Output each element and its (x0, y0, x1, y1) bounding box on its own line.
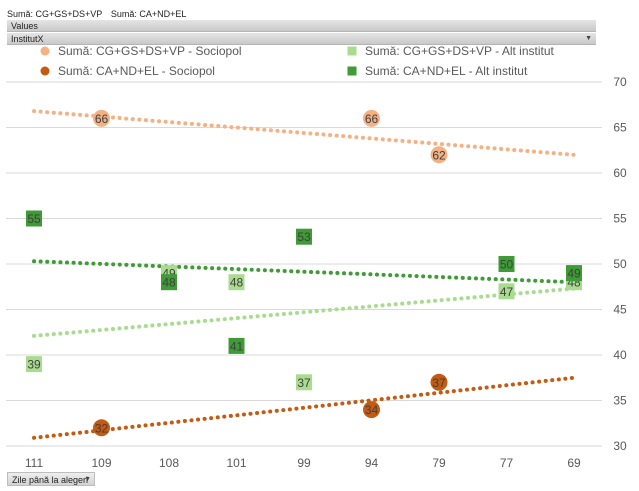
data-label: 66 (365, 112, 379, 126)
data-point (363, 109, 380, 127)
value-field-2[interactable]: Sumă: CA+ND+EL (110, 9, 187, 19)
dropdown-arrow-icon[interactable]: ▼ (84, 476, 91, 483)
value-field-1[interactable]: Sumă: CG+GS+DS+VP (7, 9, 103, 19)
x-tick-label: 109 (91, 456, 111, 470)
y-tick-label: 40 (613, 348, 627, 362)
values-label: Values (11, 21, 38, 31)
x-tick-label: 108 (159, 456, 179, 470)
trendline (32, 286, 576, 338)
legend-marker (40, 46, 50, 56)
x-tick-label: 101 (226, 456, 246, 470)
legend-entry: Sumă: CA+ND+EL - Alt institut (365, 64, 528, 78)
data-point (566, 265, 582, 282)
data-point (498, 256, 515, 272)
data-label: 55 (27, 212, 41, 226)
data-point (93, 109, 110, 127)
legend-marker (347, 66, 357, 76)
y-tick-label: 35 (613, 394, 627, 408)
trendline (32, 375, 576, 440)
data-label: 47 (500, 285, 514, 299)
data-label: 50 (500, 258, 514, 272)
data-label: 34 (365, 403, 379, 417)
y-tick-label: 65 (613, 121, 627, 135)
data-point (430, 146, 448, 164)
data-point (26, 356, 42, 373)
data-label: 37 (432, 376, 446, 390)
y-tick-label: 60 (613, 166, 627, 180)
x-tick-label: 69 (567, 456, 581, 470)
data-label: 62 (432, 148, 446, 162)
data-point (26, 210, 42, 227)
data-point (228, 274, 245, 291)
data-point (161, 274, 177, 291)
y-tick-label: 50 (613, 257, 627, 271)
data-point (296, 228, 312, 245)
data-point (228, 337, 245, 354)
legend-marker (40, 66, 50, 76)
data-label: 53 (297, 230, 311, 244)
legend-entry: Sumă: CG+GS+DS+VP - Alt institut (365, 44, 555, 58)
legend-field-button[interactable]: InstitutX ▼ (7, 33, 596, 45)
x-tick-label: 79 (432, 456, 446, 470)
legend-field-label: InstitutX (11, 34, 44, 44)
x-tick-label: 111 (25, 456, 44, 470)
values-field-list: Sumă: CG+GS+DS+VP Sumă: CA+ND+EL (0, 8, 639, 20)
axis-field-button[interactable]: Zile până la alegeri ▼ (7, 472, 95, 486)
axis-field-label: Zile până la alegeri (12, 475, 89, 485)
data-label: 49 (567, 267, 581, 281)
data-point (296, 374, 312, 391)
data-label: 41 (230, 339, 244, 353)
data-point (430, 373, 448, 391)
x-tick-label: 77 (500, 456, 514, 470)
y-tick-label: 45 (613, 303, 627, 317)
data-label: 32 (95, 421, 109, 435)
legend-marker (347, 46, 357, 56)
y-tick-label: 55 (613, 212, 627, 226)
data-point (498, 283, 515, 300)
legend-entry: Sumă: CA+ND+EL - Sociopol (58, 64, 215, 78)
y-tick-label: 30 (613, 439, 627, 453)
data-point (363, 401, 380, 419)
data-label: 48 (162, 276, 176, 290)
y-tick-label: 70 (613, 75, 627, 89)
legend-entry: Sumă: CG+GS+DS+VP - Sociopol (58, 44, 242, 58)
x-tick-label: 99 (297, 456, 311, 470)
data-label: 39 (27, 358, 41, 372)
data-point (93, 419, 110, 437)
trendline (32, 259, 576, 285)
data-label: 48 (230, 276, 244, 290)
x-tick-label: 94 (365, 456, 379, 470)
data-label: 37 (297, 376, 311, 390)
trendline (32, 109, 576, 157)
values-field-button[interactable]: Values (7, 20, 596, 32)
dropdown-arrow-icon[interactable]: ▼ (585, 35, 592, 42)
data-label: 66 (95, 112, 109, 126)
